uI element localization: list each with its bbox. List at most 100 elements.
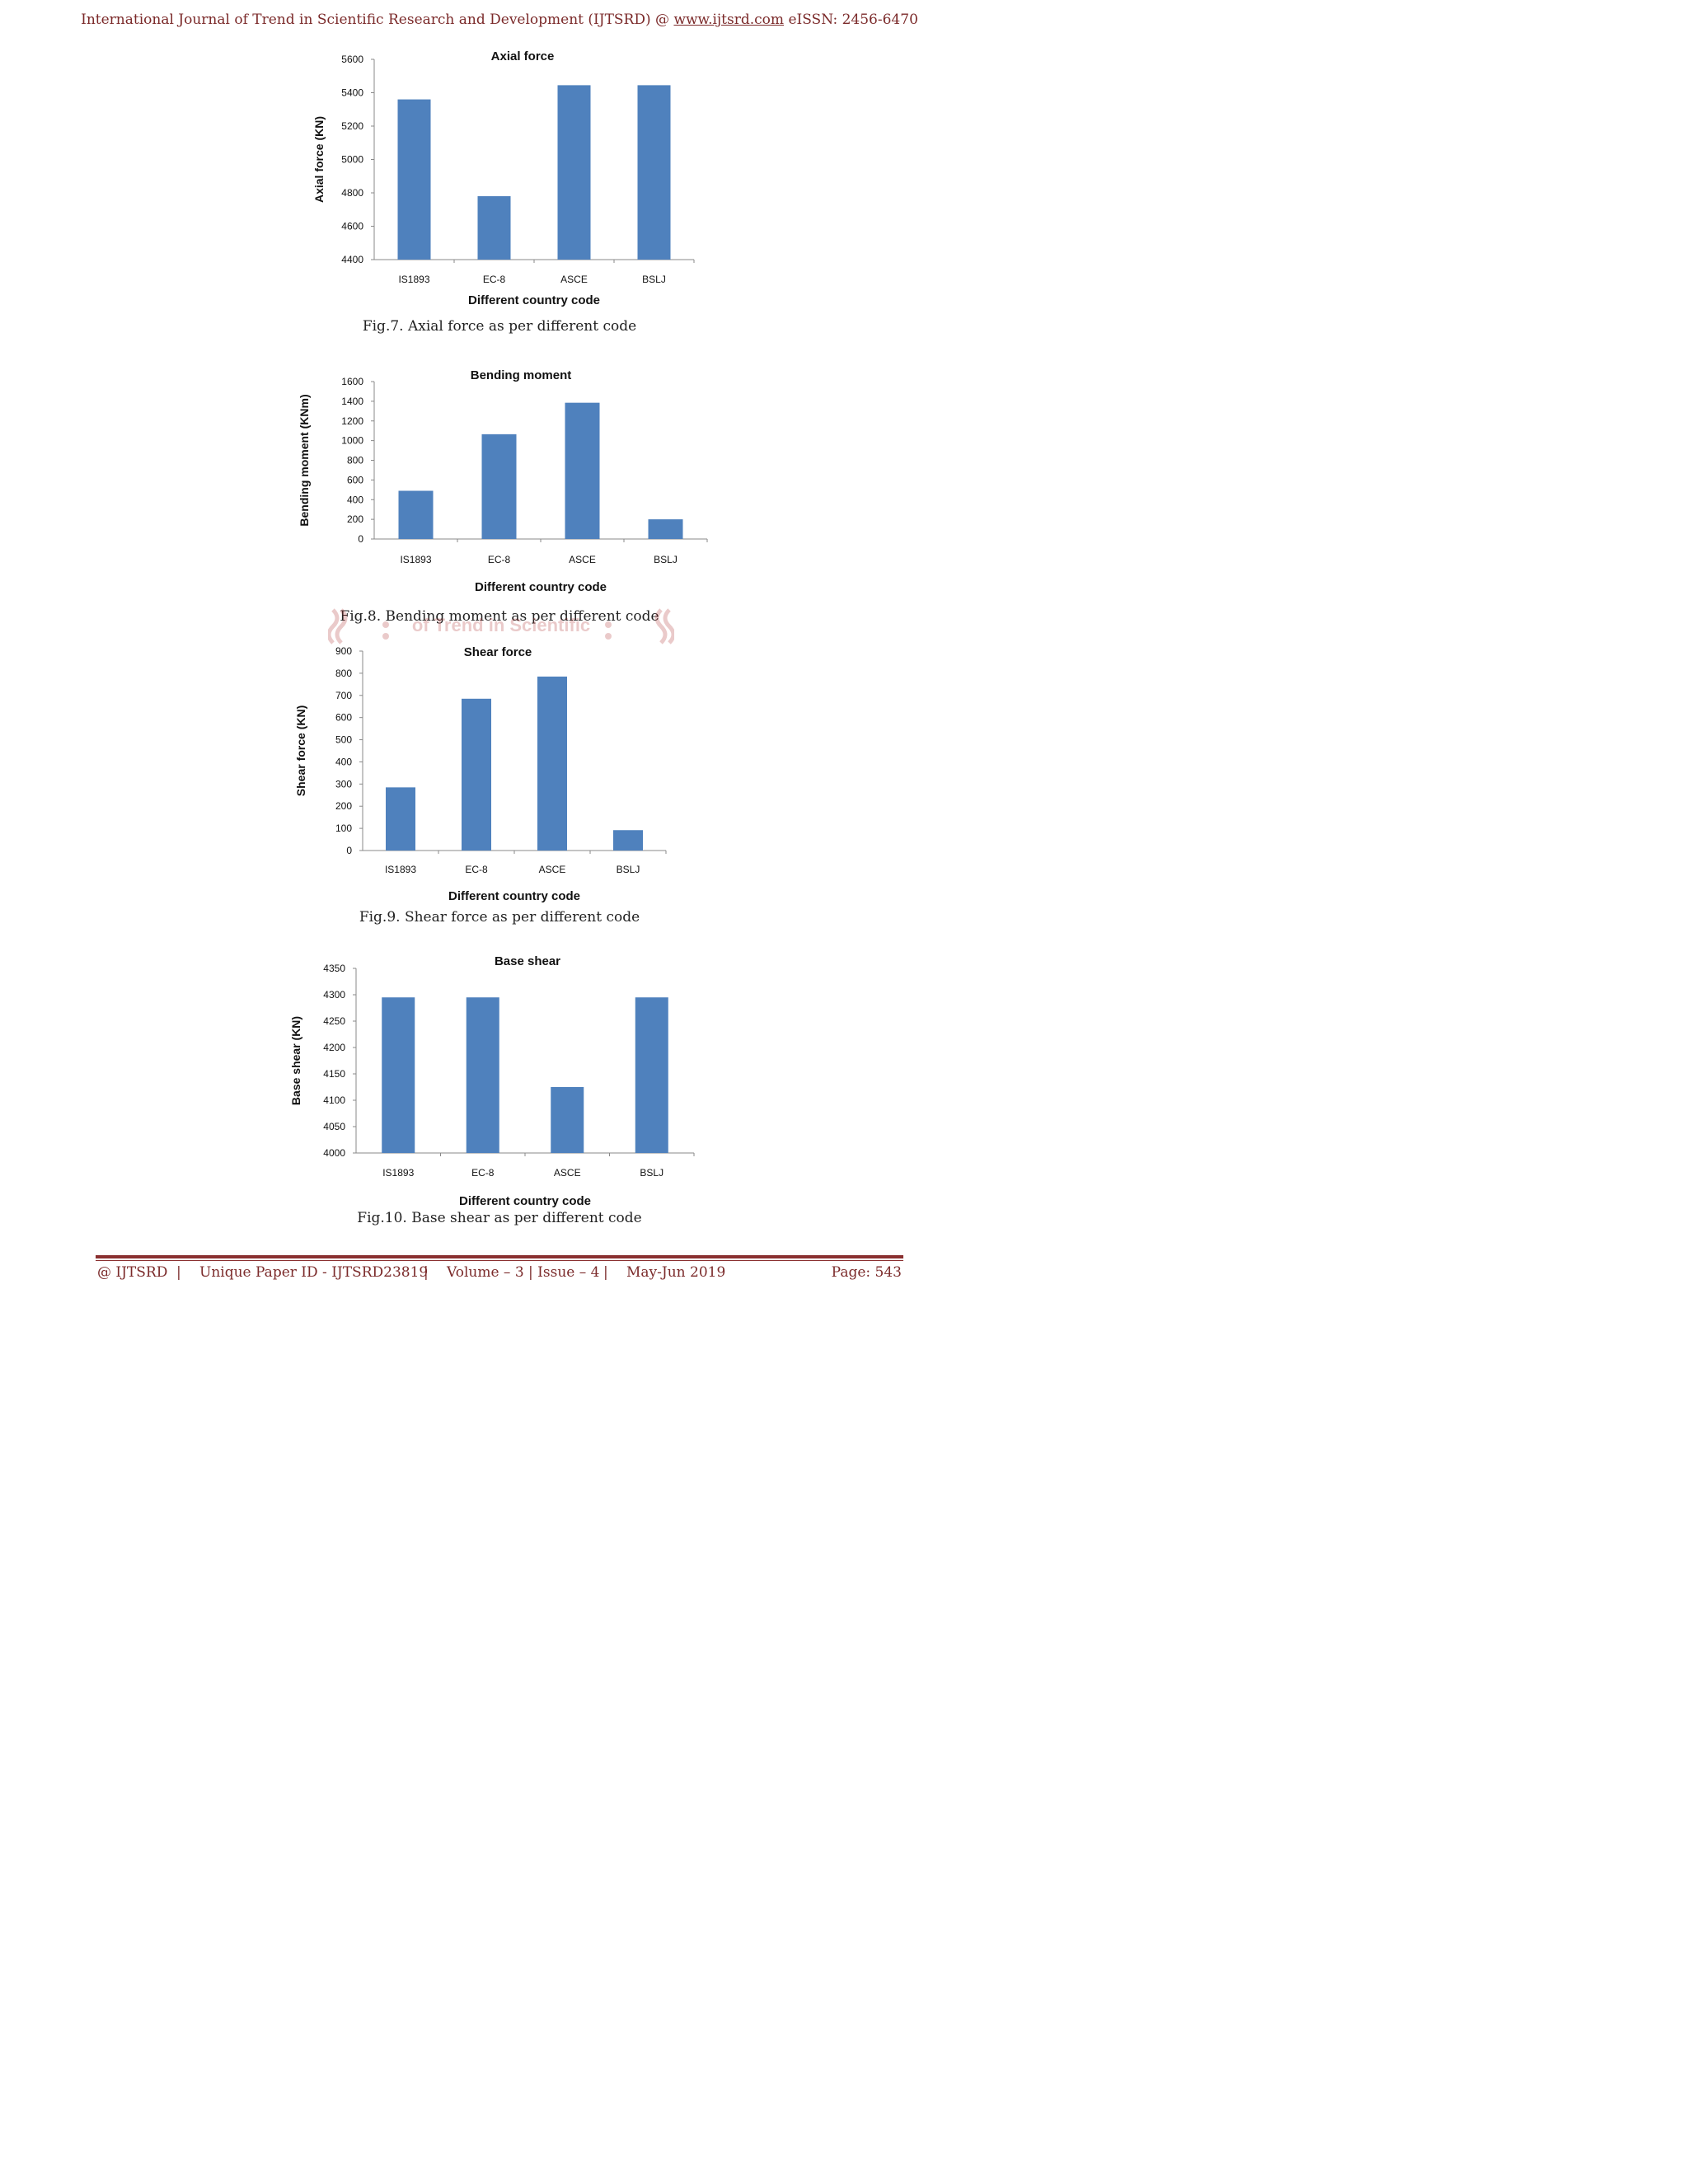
chart1-title: Axial force (491, 49, 555, 63)
chart3-x-tick-label: BSLJ (617, 864, 640, 875)
chart1-bar-bslj (637, 85, 671, 260)
chart1-bar-is1893 (397, 99, 431, 260)
chart4-bar-bslj (635, 997, 668, 1153)
chart4-x-tick-label: EC-8 (471, 1167, 495, 1179)
fig8-caption: Fig.8. Bending moment as per different c… (340, 608, 659, 625)
chart2-y-tick-label: 600 (347, 474, 363, 485)
chart2-x-tick-label: BSLJ (654, 554, 678, 565)
chart1-y-tick-label: 5200 (341, 120, 363, 132)
chart1-x-tick-label: EC-8 (483, 274, 506, 285)
chart3-y-tick-label: 100 (335, 823, 352, 834)
chart3-y-tick-label: 0 (346, 845, 352, 856)
chart2-x-tick-label: EC-8 (488, 554, 511, 565)
chart3-y-tick-label: 200 (335, 800, 352, 812)
chart3-x-tick-label: IS1893 (385, 864, 416, 875)
chart4-title: Base shear (495, 954, 560, 968)
chart2-x-axis-label: Different country code (475, 580, 607, 594)
chart4-y-tick-label: 4000 (323, 1147, 345, 1159)
chart2-y-tick-label: 800 (347, 455, 363, 466)
chart3-bar-ec-8 (462, 698, 491, 851)
chart3-y-tick-label: 800 (335, 668, 352, 679)
chart1-y-tick-label: 4800 (341, 187, 363, 199)
footer-separator: | (176, 1264, 181, 1281)
chart1-x-tick-label: BSLJ (642, 274, 666, 285)
chart1-bar-ec-8 (477, 196, 511, 260)
watermark-text: of Trend in Scientific (412, 615, 590, 635)
chart2-x-tick-label: IS1893 (400, 554, 431, 565)
fig10-caption: Fig.10. Base shear as per different code (357, 1210, 642, 1226)
chart4-x-axis-label: Different country code (459, 1194, 591, 1208)
footer-separator: | (424, 1264, 429, 1281)
chart2-y-tick-label: 1400 (341, 396, 363, 407)
chart4-bar-asce (551, 1087, 584, 1153)
fig7-caption: Fig.7. Axial force as per different code (362, 318, 637, 335)
chart2-bar-asce (565, 402, 600, 539)
chart2-bar-ec-8 (481, 434, 517, 539)
chart3-x-tick-label: ASCE (539, 864, 566, 875)
page-header: International Journal of Trend in Scient… (0, 12, 999, 28)
chart1-y-tick-label: 5000 (341, 154, 363, 166)
chart1-y-tick-label: 5600 (341, 54, 363, 65)
chart4-y-tick-label: 4350 (323, 963, 345, 974)
chart4-y-tick-label: 4300 (323, 989, 345, 1001)
chart2-bar-bslj (648, 519, 683, 539)
chart2-y-tick-label: 1000 (341, 435, 363, 447)
chart1-x-axis-label: Different country code (468, 293, 600, 307)
footer-date: May-Jun 2019 (626, 1264, 726, 1281)
chart4-y-tick-label: 4150 (323, 1068, 345, 1080)
chart1-y-tick-label: 5400 (341, 87, 363, 99)
footer-paper-id: Unique Paper ID - IJTSRD23819 (199, 1264, 429, 1281)
journal-title: International Journal of Trend in Scient… (81, 12, 670, 28)
chart2-x-tick-label: ASCE (569, 554, 596, 565)
chart2-title: Bending moment (471, 368, 572, 382)
chart2-y-tick-label: 1200 (341, 415, 363, 427)
chart3-y-tick-label: 500 (335, 734, 352, 746)
chart4-bar-is1893 (382, 997, 415, 1153)
chart4-y-tick-label: 4050 (323, 1121, 345, 1132)
chart3-y-tick-label: 900 (335, 645, 352, 657)
footer-rule-thick (96, 1255, 903, 1258)
chart3-x-axis-label: Different country code (448, 889, 580, 903)
footer-page: Page: 543 (831, 1264, 902, 1281)
chart3-y-axis-label: Shear force (KN) (294, 705, 307, 796)
footer-volume: Volume – 3 | Issue – 4 (447, 1264, 600, 1281)
chart1-y-tick-label: 4600 (341, 221, 363, 232)
chart1-y-tick-label: 4400 (341, 254, 363, 265)
footer-separator: | (603, 1264, 608, 1281)
chart4-y-tick-label: 4250 (323, 1015, 345, 1027)
chart4-x-tick-label: IS1893 (382, 1167, 414, 1179)
chart3-title: Shear force (464, 645, 532, 659)
footer-rule-thin (96, 1260, 903, 1261)
chart3-bar-is1893 (386, 787, 415, 851)
chart2-y-tick-label: 1600 (341, 376, 363, 387)
chart1-x-tick-label: ASCE (560, 274, 588, 285)
footer-journal: @ IJTSRD (97, 1264, 168, 1281)
chart2-y-tick-label: 0 (358, 533, 363, 545)
page-footer: @ IJTSRD | Unique Paper ID - IJTSRD23819… (97, 1264, 902, 1284)
fig9-caption: Fig.9. Shear force as per different code (359, 909, 640, 926)
chart2-bar-is1893 (398, 490, 434, 539)
chart1-x-tick-label: IS1893 (398, 274, 429, 285)
chart4-y-tick-label: 4200 (323, 1042, 345, 1053)
chart3-bar-asce (537, 676, 567, 851)
chart4-x-tick-label: ASCE (554, 1167, 581, 1179)
chart3-bar-bslj (613, 830, 643, 851)
chart4-y-axis-label: Base shear (KN) (289, 1016, 302, 1105)
chart3-y-tick-label: 700 (335, 690, 352, 701)
issn: eISSN: 2456-6470 (788, 12, 918, 28)
chart4-bar-ec-8 (466, 997, 499, 1153)
chart3-y-tick-label: 400 (335, 756, 352, 767)
chart1-bar-asce (557, 85, 591, 260)
watermark-logo: of Trend in Scientific (328, 608, 674, 644)
chart4-y-tick-label: 4100 (323, 1094, 345, 1106)
chart3-y-tick-label: 300 (335, 778, 352, 790)
figures-area: Axial force4400460048005000520054005600I… (289, 49, 708, 1208)
chart3-x-tick-label: EC-8 (465, 864, 488, 875)
chart3-y-tick-label: 600 (335, 712, 352, 724)
chart2-y-axis-label: Bending moment (KNm) (298, 394, 311, 526)
chart4-x-tick-label: BSLJ (640, 1167, 663, 1179)
chart2-y-tick-label: 400 (347, 494, 363, 505)
chart1-y-axis-label: Axial force (KN) (312, 116, 326, 203)
chart2-y-tick-label: 200 (347, 513, 363, 525)
journal-url-link[interactable]: www.ijtsrd.com (673, 12, 785, 28)
